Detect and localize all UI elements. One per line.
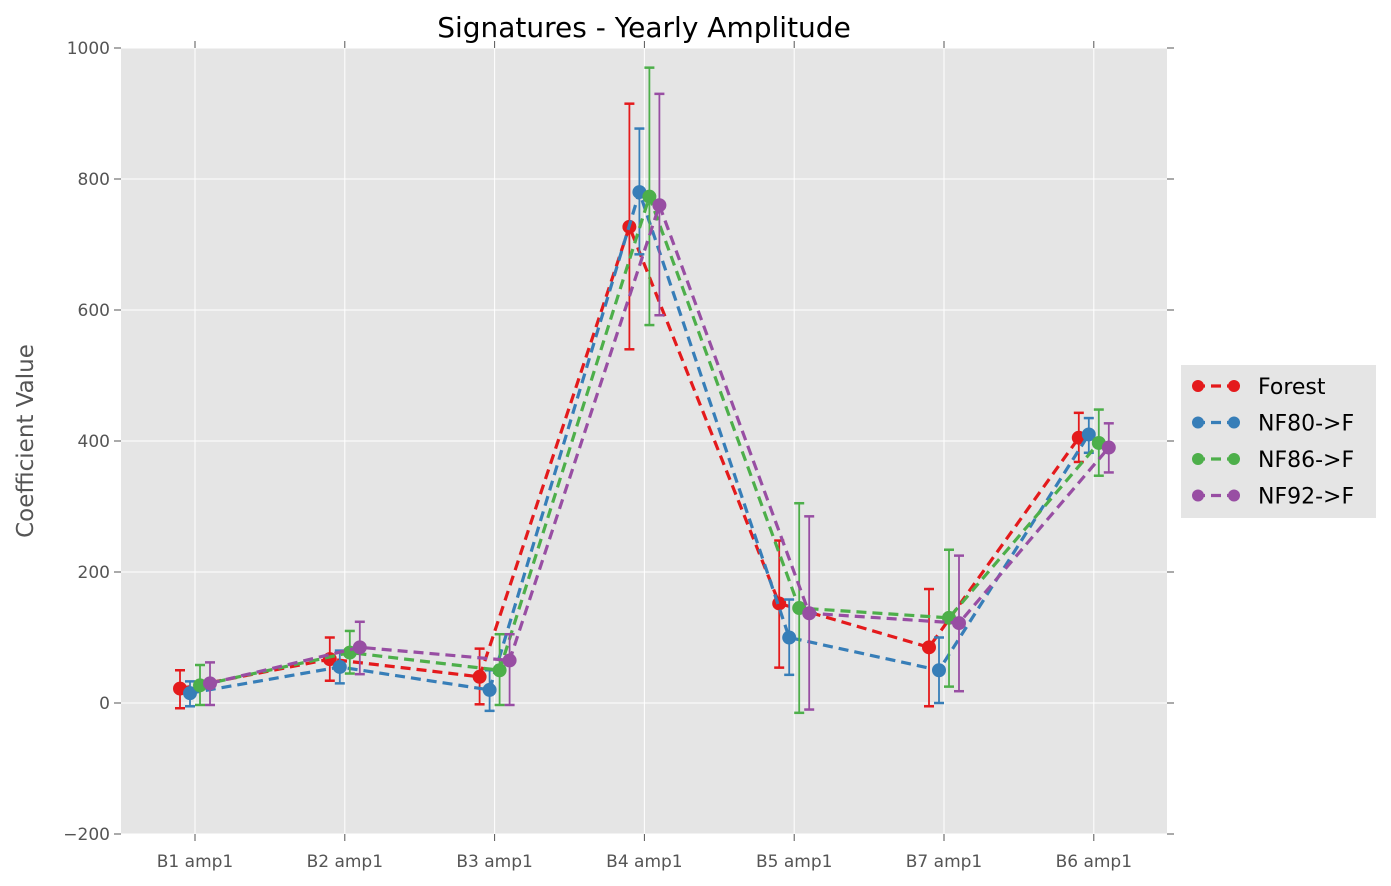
legend-marker: [1228, 380, 1240, 392]
legend-box: [1181, 365, 1376, 518]
series-nf92-f: [203, 92, 1116, 711]
data-point: [332, 659, 347, 674]
legend-marker: [1192, 380, 1204, 392]
x-tick-label: B6 amp1: [1056, 852, 1132, 872]
series-nf86-f: [193, 66, 1106, 715]
data-point: [782, 630, 797, 645]
legend-marker: [1192, 489, 1204, 502]
y-tick-label: 800: [78, 170, 110, 190]
data-point: [652, 198, 667, 213]
legend-marker: [1228, 416, 1240, 429]
chart-title: Signatures - Yearly Amplitude: [437, 11, 851, 44]
legend-marker: [1228, 489, 1240, 502]
axes: −200 0 200 400 600 800 1000 B1 amp1 B2 amp1 B3 am…: [63, 39, 1174, 872]
x-tick-label: B5 amp1: [756, 852, 832, 872]
data-point: [203, 676, 217, 691]
legend-label: NF86->F: [1258, 448, 1354, 473]
legend-marker: [1228, 453, 1240, 465]
x-tick-label: B4 amp1: [606, 852, 682, 872]
x-tick-label: B7 amp1: [906, 852, 982, 872]
x-tick-label: B3 amp1: [456, 852, 532, 872]
x-tick-label: B1 amp1: [157, 852, 233, 872]
data-point: [1101, 440, 1116, 455]
y-tick-label: 600: [78, 301, 110, 321]
y-tick-label: 200: [78, 563, 110, 583]
legend-label: Forest: [1258, 375, 1326, 400]
data-point: [802, 606, 817, 621]
series-layer: [173, 66, 1116, 715]
y-tick-label: −200: [63, 825, 110, 845]
data-point: [1081, 427, 1096, 442]
grid-lines: [121, 47, 1167, 835]
data-point: [642, 189, 657, 204]
data-point: [922, 640, 936, 655]
data-point: [932, 663, 946, 678]
legend-label: NF80->F: [1258, 412, 1354, 437]
y-tick-label: 1000: [67, 39, 110, 59]
x-tick-label: B2 amp1: [307, 852, 383, 872]
legend-marker: [1192, 416, 1204, 429]
y-axis-label: Coefficient Value: [13, 344, 39, 538]
legend-marker: [1192, 453, 1204, 465]
data-point: [502, 653, 517, 668]
y-tick-label: 0: [99, 694, 110, 714]
data-point: [472, 669, 487, 684]
data-point: [492, 663, 507, 678]
data-point: [952, 616, 966, 631]
data-point: [352, 640, 367, 655]
y-tick-label: 400: [78, 432, 110, 452]
data-point: [482, 682, 497, 697]
legend-label: NF92->F: [1258, 485, 1354, 510]
data-point: [183, 686, 197, 701]
legend: Forest NF80->F NF86->F NF92->F: [1181, 365, 1376, 518]
